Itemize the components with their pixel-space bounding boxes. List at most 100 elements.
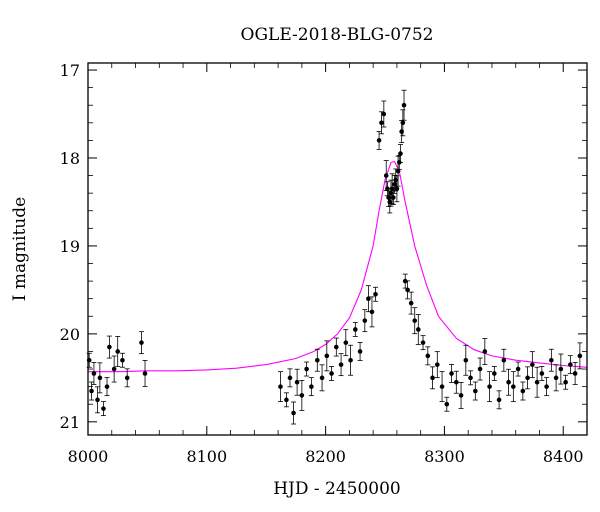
data-point (277, 371, 283, 403)
data-point (394, 175, 400, 203)
data-point (119, 352, 125, 368)
data-point (333, 337, 339, 357)
data-point (529, 351, 535, 379)
data-point (553, 364, 559, 392)
data-point (111, 355, 117, 383)
data-point (548, 348, 554, 372)
data-point (106, 335, 112, 359)
data-point (408, 291, 414, 315)
data-point (329, 366, 335, 381)
data-point (383, 160, 389, 191)
data-point (468, 370, 474, 386)
data-point (577, 342, 583, 370)
data-point (487, 371, 493, 403)
data-point (401, 89, 407, 121)
y-tick-label: 21 (60, 413, 80, 432)
plot-area (86, 89, 588, 425)
data-point (420, 335, 426, 351)
data-point (95, 386, 101, 414)
model-curve (88, 160, 588, 373)
data-point (352, 322, 358, 337)
data-point (501, 348, 507, 372)
data-point (314, 348, 320, 372)
x-tick-label: 8200 (305, 447, 346, 466)
y-tick-label: 18 (60, 149, 80, 168)
y-tick-label: 17 (60, 61, 80, 80)
data-point (415, 314, 421, 345)
data-point (378, 111, 384, 135)
x-axis-label: HJD - 2450000 (273, 479, 401, 499)
data-point (425, 346, 431, 366)
x-tick-label: 8400 (543, 447, 584, 466)
data-point (115, 336, 121, 367)
axis-ticks: 8000 8100 8200 8300 8400 17 18 19 20 21 (60, 61, 588, 466)
data-point (430, 366, 436, 390)
data-point (291, 401, 297, 425)
x-tick-label: 8300 (424, 447, 465, 466)
data-point (463, 344, 469, 376)
data-point (294, 368, 300, 396)
data-point (338, 353, 344, 377)
data-point (369, 296, 375, 328)
data-point (89, 381, 95, 401)
data-point (357, 342, 363, 361)
data-point (124, 368, 130, 388)
data-point (472, 381, 478, 401)
data-point (539, 366, 545, 381)
data-point (376, 130, 382, 150)
data-point (287, 368, 293, 388)
data-point (444, 396, 450, 412)
data-point (343, 329, 349, 357)
data-point (491, 366, 497, 381)
data-point (348, 344, 354, 376)
chart-title: OGLE-2018-BLG-0752 (241, 25, 434, 45)
data-point (572, 362, 578, 385)
data-point (365, 285, 371, 313)
data-point (104, 377, 110, 397)
data-point (405, 280, 411, 300)
y-tick-label: 19 (60, 237, 80, 256)
data-point (397, 144, 403, 163)
data-point (142, 360, 148, 387)
data-point (544, 377, 550, 397)
data-point (563, 374, 569, 390)
data-point (439, 371, 445, 403)
data-point (381, 100, 387, 128)
data-point (510, 371, 516, 403)
x-tick-label: 8000 (68, 447, 109, 466)
data-point (100, 401, 106, 417)
x-tick-label: 8100 (186, 447, 227, 466)
data-point (324, 340, 330, 372)
data-point (138, 331, 144, 355)
data-point (390, 190, 396, 205)
data-point (362, 309, 368, 333)
data-point (534, 366, 540, 398)
plot-frame (87, 62, 588, 436)
data-point (373, 286, 379, 302)
data-point (319, 364, 325, 392)
data-point (567, 355, 573, 375)
data-point (283, 392, 289, 408)
data-point (412, 307, 418, 335)
data-point (304, 361, 310, 377)
data-point (449, 364, 455, 383)
data-point (458, 382, 464, 409)
data-point (520, 381, 526, 401)
y-axis-label: I magnitude (10, 197, 30, 301)
y-tick-label: 20 (60, 325, 80, 344)
data-point (506, 368, 512, 396)
data-point (91, 362, 97, 385)
data-point (525, 366, 531, 390)
data-point (558, 353, 564, 385)
data-point (400, 109, 406, 137)
data-point (434, 351, 440, 379)
data-point (515, 361, 521, 377)
data-point (453, 370, 459, 394)
data-point (308, 377, 314, 397)
data-point (496, 390, 502, 410)
data-point (299, 380, 305, 411)
data-point (97, 362, 103, 394)
data-point (482, 338, 488, 365)
data-point (477, 357, 483, 381)
